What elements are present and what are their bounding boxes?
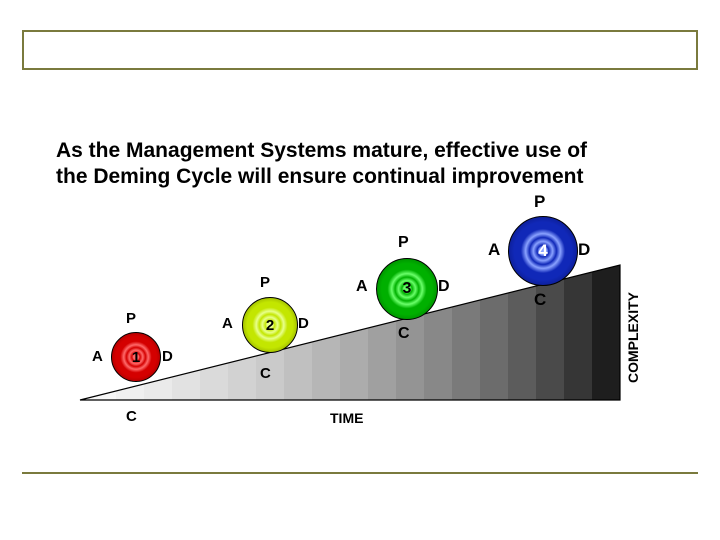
- pdca-p-label-4: P: [534, 192, 545, 212]
- pdca-c-label-2: C: [260, 365, 271, 382]
- title-frame: [22, 30, 698, 68]
- pdca-a-label-3: A: [356, 278, 368, 296]
- deming-sphere-1: 1: [111, 332, 161, 382]
- pdca-p-label-3: P: [398, 234, 409, 252]
- heading: As the Management Systems mature, effect…: [56, 138, 676, 191]
- pdca-c-label-4: C: [534, 290, 546, 310]
- pdca-p-label-2: P: [260, 274, 270, 291]
- pdca-a-label-2: A: [222, 315, 233, 332]
- pdca-c-label-3: C: [398, 325, 410, 343]
- rule-top: [22, 68, 698, 70]
- heading-line2: the Deming Cycle will ensure continual i…: [56, 165, 583, 188]
- deming-sphere-4: 4: [508, 216, 578, 286]
- pdca-d-label-2: D: [298, 315, 309, 332]
- heading-line1: As the Management Systems mature, effect…: [56, 139, 587, 162]
- pdca-d-label-1: D: [162, 348, 173, 365]
- pdca-d-label-4: D: [578, 240, 590, 260]
- pdca-c-label-1: C: [126, 408, 137, 425]
- pdca-d-label-3: D: [438, 278, 450, 296]
- pdca-a-label-1: A: [92, 348, 103, 365]
- deming-sphere-3: 3: [376, 258, 438, 320]
- spheres-layer: 1PADC2PADC3PADC4PADC: [80, 210, 640, 445]
- deming-sphere-2: 2: [242, 297, 298, 353]
- pdca-a-label-4: A: [488, 240, 500, 260]
- pdca-p-label-1: P: [126, 310, 136, 327]
- deming-diagram: TIME COMPLEXITY 1PADC2PADC3PADC4PADC: [80, 210, 640, 445]
- rule-bottom: [22, 472, 698, 474]
